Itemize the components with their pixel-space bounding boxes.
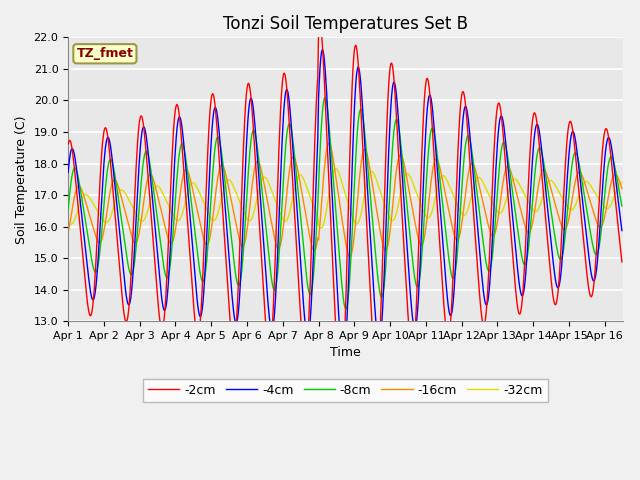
-2cm [67, 138, 74, 144]
Text: TZ_fmet: TZ_fmet [76, 47, 133, 60]
-16cm [325, 141, 333, 146]
-2cm [64, 141, 72, 147]
-16cm [321, 156, 329, 162]
-16cm [476, 188, 484, 193]
-8cm [322, 97, 330, 103]
-16cm [463, 180, 470, 186]
-4cm [618, 228, 626, 233]
Line: -2cm: -2cm [68, 24, 622, 389]
-32cm [301, 178, 308, 184]
-8cm [301, 253, 308, 259]
-4cm [463, 107, 470, 112]
-8cm [463, 135, 470, 141]
-4cm [319, 47, 326, 52]
-16cm [346, 254, 354, 260]
-32cm [463, 209, 470, 215]
-16cm [301, 204, 308, 210]
Title: Tonzi Soil Temperatures Set B: Tonzi Soil Temperatures Set B [223, 15, 468, 33]
-4cm [322, 79, 330, 85]
Line: -8cm: -8cm [68, 98, 622, 309]
-8cm [142, 149, 150, 155]
-2cm [463, 117, 470, 122]
-8cm [64, 207, 72, 213]
-4cm [339, 357, 347, 363]
-2cm [322, 114, 330, 120]
-16cm [64, 229, 72, 235]
-8cm [342, 306, 350, 312]
-32cm [322, 210, 330, 216]
-4cm [142, 130, 150, 135]
-32cm [317, 225, 324, 231]
-8cm [618, 203, 626, 209]
-2cm [476, 300, 484, 306]
-4cm [64, 169, 72, 175]
-32cm [476, 175, 484, 181]
-32cm [332, 166, 340, 171]
-32cm [142, 214, 150, 220]
Y-axis label: Soil Temperature (C): Soil Temperature (C) [15, 115, 28, 243]
-4cm [67, 150, 74, 156]
-2cm [301, 356, 308, 362]
-32cm [64, 220, 72, 226]
-16cm [618, 186, 626, 192]
X-axis label: Time: Time [330, 347, 361, 360]
Line: -32cm: -32cm [68, 168, 622, 228]
-32cm [67, 222, 74, 228]
Legend: -2cm, -4cm, -8cm, -16cm, -32cm: -2cm, -4cm, -8cm, -16cm, -32cm [143, 379, 548, 402]
-4cm [301, 313, 308, 319]
-8cm [67, 184, 74, 190]
-2cm [316, 22, 324, 27]
-16cm [142, 186, 150, 192]
Line: -4cm: -4cm [68, 49, 622, 360]
-2cm [142, 144, 150, 150]
-8cm [476, 216, 484, 222]
-8cm [321, 95, 329, 101]
-4cm [476, 256, 484, 262]
-2cm [337, 386, 345, 392]
-32cm [618, 180, 626, 185]
Line: -16cm: -16cm [68, 144, 622, 257]
-2cm [618, 259, 626, 265]
-16cm [67, 217, 74, 223]
